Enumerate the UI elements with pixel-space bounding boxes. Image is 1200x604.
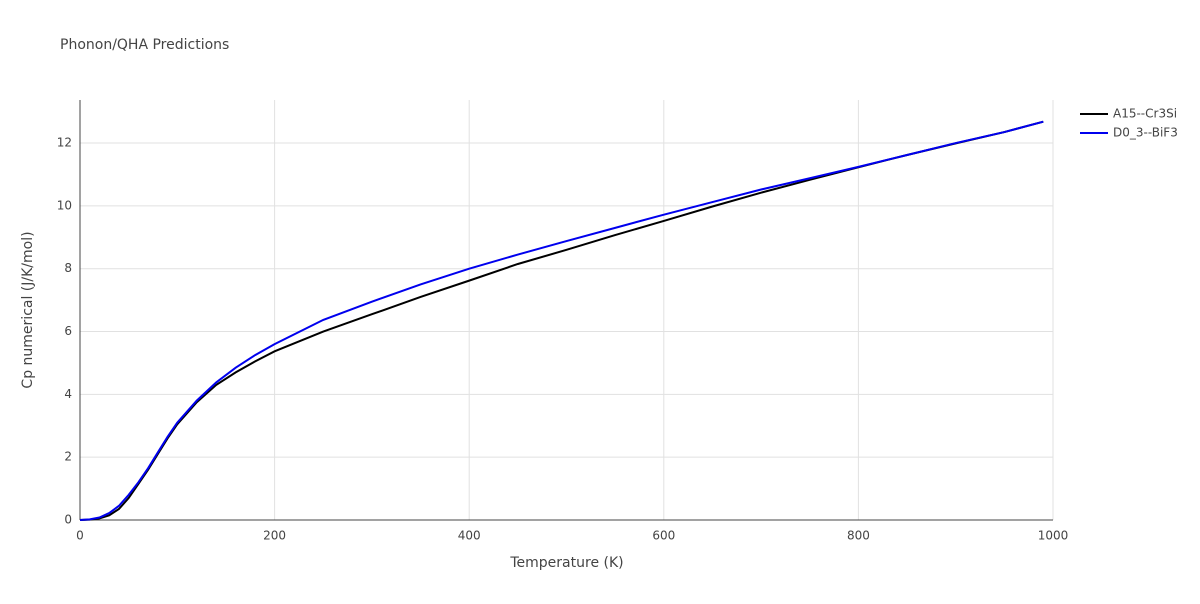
x-tick-label: 200 [263, 529, 286, 543]
line-series [79, 120, 1044, 521]
y-tick-label: 2 [64, 450, 72, 464]
chart-title: Phonon/QHA Predictions [60, 37, 229, 53]
x-tick-label: 400 [458, 529, 481, 543]
legend-label: A15--Cr3Si [1113, 107, 1177, 121]
x-axis-label: Temperature (K) [509, 555, 623, 571]
x-tick-label: 800 [847, 529, 870, 543]
x-tick-label: 0 [76, 529, 84, 543]
x-tick-label: 600 [652, 529, 675, 543]
y-tick-label: 6 [64, 324, 72, 338]
y-tick-label: 10 [57, 198, 72, 212]
line-series [79, 120, 1044, 521]
y-tick-label: 8 [64, 261, 72, 275]
y-axis-label: Cp numerical (J/K/mol) [20, 231, 36, 388]
y-tick-label: 4 [64, 387, 72, 401]
x-tick-label: 1000 [1038, 529, 1069, 543]
y-tick-label: 0 [64, 513, 72, 527]
y-tick-label: 12 [57, 136, 72, 150]
legend-label: D0_3--BiF3 [1113, 126, 1178, 140]
